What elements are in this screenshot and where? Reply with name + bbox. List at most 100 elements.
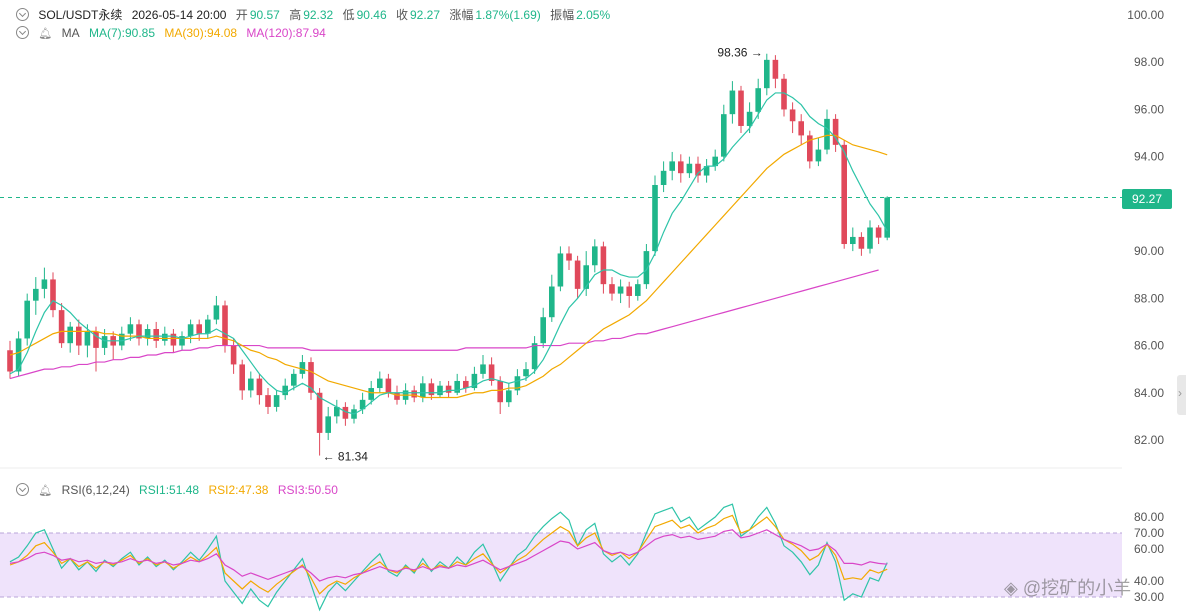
candle-body <box>506 390 512 403</box>
candle-body <box>248 378 254 391</box>
candle-body <box>566 253 572 261</box>
candle-body <box>712 156 718 167</box>
candle-body <box>703 166 710 176</box>
candle-body <box>600 246 607 285</box>
candle-body <box>583 265 589 289</box>
candle-body <box>299 362 306 374</box>
candle-body <box>394 392 400 400</box>
candle-body <box>15 338 22 372</box>
high-label: 高 <box>289 8 302 22</box>
candle-body <box>144 329 151 339</box>
candle-body <box>359 399 366 410</box>
candle-body <box>325 416 331 433</box>
candle-body <box>67 326 73 344</box>
candle-body <box>170 333 177 346</box>
candle-body <box>652 184 658 252</box>
rsi-line-rsi3 <box>9 529 888 582</box>
high-value: 92.32 <box>303 8 334 22</box>
ma120-line <box>9 269 879 380</box>
candle-body <box>205 319 211 334</box>
candle-body <box>127 324 134 334</box>
low-label: 低 <box>342 8 355 22</box>
candle-body <box>807 135 813 162</box>
close-label: 收 <box>395 8 408 22</box>
candle-body <box>540 317 546 344</box>
panel-expand-handle[interactable] <box>1177 375 1186 415</box>
candle-body <box>841 144 847 245</box>
rsi-axis-tick: 30.00 <box>1134 590 1164 604</box>
rsi-axis-tick: 80.00 <box>1134 510 1164 524</box>
ohlc-header: SOL/USDT永续 2026-05-14 20:00 开 90.57 高 92.3… <box>16 6 616 23</box>
candle-body <box>850 236 856 245</box>
candle-body <box>50 279 56 311</box>
price-axis-tick: 90.00 <box>1134 244 1164 258</box>
candle-body <box>230 345 237 365</box>
rsi1-value: RSI1:51.48 <box>139 483 200 497</box>
candle-body <box>187 324 194 337</box>
candle-body <box>334 406 340 417</box>
collapse-toggle-icon[interactable] <box>16 8 29 21</box>
candle-body <box>789 109 796 122</box>
rsi-axis-tick: 40.00 <box>1134 574 1164 588</box>
candle-body <box>437 385 443 396</box>
rsi-axis-tick: 60.00 <box>1134 542 1164 556</box>
symbol-label[interactable]: SOL/USDT永续 <box>38 8 123 22</box>
open-value: 90.57 <box>249 8 280 22</box>
price-axis-tick: 98.00 <box>1134 55 1164 69</box>
amplitude-label: 振幅 <box>550 8 575 22</box>
price-axis-tick: 88.00 <box>1134 291 1164 305</box>
candle-body <box>213 305 220 320</box>
rsi-bell-icon[interactable]: 🔔︎ <box>38 485 53 497</box>
candle-body <box>76 326 82 346</box>
candle-body <box>471 373 478 389</box>
bell-icon[interactable]: 🔔︎ <box>38 28 53 40</box>
ma120-value: MA(120):87.94 <box>246 26 326 40</box>
candle-body <box>626 286 632 296</box>
candle-body <box>592 246 598 266</box>
candle-body <box>273 395 280 407</box>
watermark: ◈ @挖矿的小羊 <box>1004 578 1132 598</box>
ma-title[interactable]: MA <box>61 26 80 40</box>
candle-body <box>377 378 383 389</box>
candle-body <box>557 253 564 287</box>
price-axis-tick: 86.00 <box>1134 339 1164 353</box>
low-value: 90.46 <box>356 8 387 22</box>
close-value: 92.27 <box>409 8 441 22</box>
watermark-icon: ◈ <box>1004 578 1018 598</box>
candle-body <box>282 385 288 396</box>
candle-body <box>488 364 495 381</box>
candle-body <box>119 333 125 346</box>
candle-body <box>609 284 615 294</box>
candle-body <box>514 376 521 391</box>
candle-body <box>695 163 701 176</box>
candle-body <box>41 279 48 289</box>
ma30-line <box>9 134 888 399</box>
candle-body <box>781 78 787 110</box>
candle-body <box>764 59 770 89</box>
candle-body <box>884 197 890 238</box>
candle-body <box>523 369 529 377</box>
current-price-tag: 92.27 <box>1122 189 1172 209</box>
candle-body <box>411 390 417 398</box>
rsi-band <box>0 533 1122 597</box>
candle-body <box>84 331 91 346</box>
ma30-value: MA(30):94.08 <box>164 26 238 40</box>
candle-body <box>101 336 108 348</box>
rsi2-value: RSI2:47.38 <box>208 483 269 497</box>
rsi-title[interactable]: RSI(6,12,24) <box>61 483 130 497</box>
rsi-legend: 🔔︎ RSI(6,12,24) RSI1:51.48 RSI2:47.38 RS… <box>16 483 344 497</box>
candle-body <box>265 395 271 407</box>
candle-body <box>291 373 297 386</box>
candle-body <box>549 286 555 318</box>
change-value: 1.87%(1.69) <box>475 8 541 22</box>
rsi-collapse-icon[interactable] <box>16 483 29 496</box>
candle-body <box>858 236 865 249</box>
ma-collapse-icon[interactable] <box>16 26 29 39</box>
candle-body <box>7 350 13 372</box>
change-label: 涨幅 <box>449 8 474 22</box>
candle-body <box>772 59 779 79</box>
candle-body <box>153 329 159 341</box>
ma-legend: 🔔︎ MA MA(7):90.85 MA(30):94.08 MA(120):8… <box>16 26 332 40</box>
candle-body <box>454 380 460 393</box>
